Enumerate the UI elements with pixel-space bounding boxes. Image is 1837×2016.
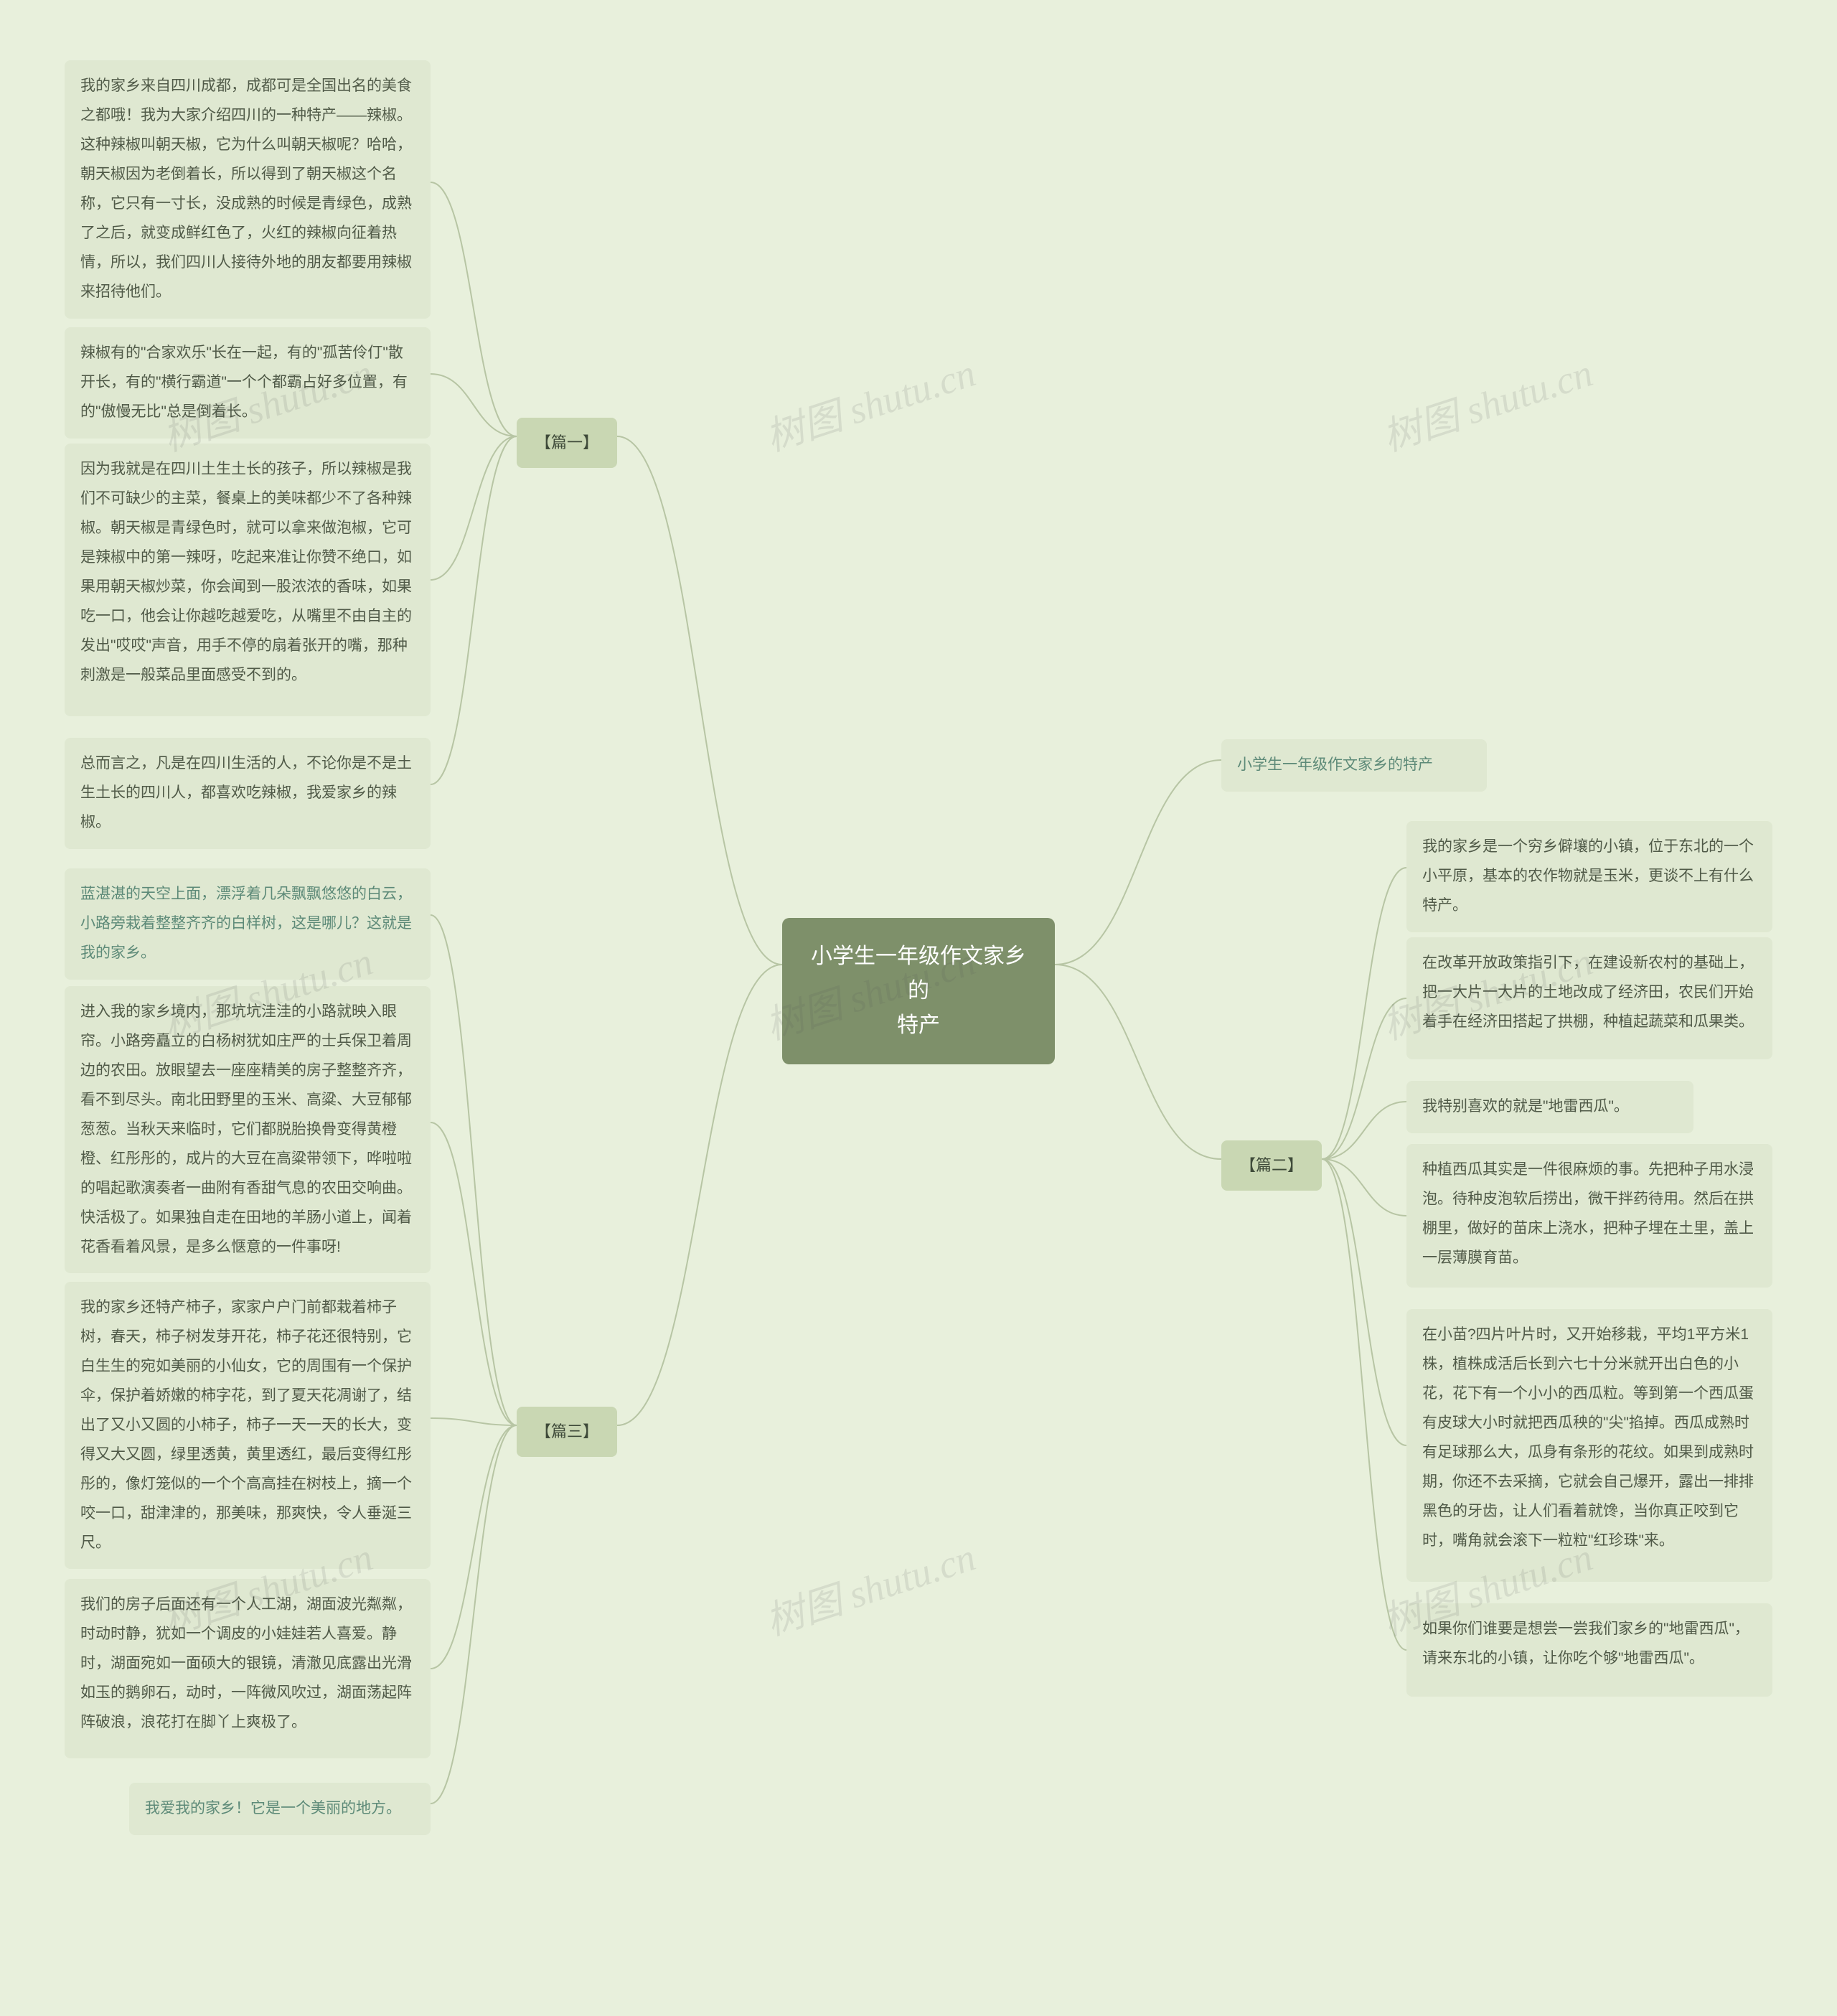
part-3: 【篇三】 (517, 1407, 617, 1457)
watermark: 树图 shutu.cn (757, 341, 982, 462)
right-item-3: 种植西瓜其实是一件很麻烦的事。先把种子用水浸泡。待种皮泡软后捞出，微干拌药待用。… (1406, 1144, 1772, 1288)
right-item-2: 我特别喜欢的就是"地雷西瓜"。 (1406, 1081, 1693, 1133)
center-node: 小学生一年级作文家乡的 特产 (782, 918, 1055, 1064)
right-item-0: 我的家乡是一个穷乡僻壤的小镇，位于东北的一个小平原，基本的农作物就是玉米，更谈不… (1406, 821, 1772, 932)
left1-item-2: 因为我就是在四川土生土长的孩子，所以辣椒是我们不可缺少的主菜，餐桌上的美味都少不… (65, 444, 431, 716)
right-title: 小学生一年级作文家乡的特产 (1221, 739, 1487, 792)
part-2: 【篇二】 (1221, 1140, 1322, 1191)
left3-item-2: 我的家乡还特产柿子，家家户户门前都栽着柿子树，春天，柿子树发芽开花，柿子花还很特… (65, 1282, 431, 1569)
left3-item-1: 进入我的家乡境内，那坑坑洼洼的小路就映入眼帘。小路旁矗立的白杨树犹如庄严的士兵保… (65, 986, 431, 1273)
right-item-4: 在小苗?四片叶片时，又开始移栽，平均1平方米1株，植株成活后长到六七十分米就开出… (1406, 1309, 1772, 1582)
part-1: 【篇一】 (517, 418, 617, 468)
watermark: 树图 shutu.cn (757, 1525, 982, 1646)
watermark: 树图 shutu.cn (1374, 341, 1599, 462)
mindmap-canvas: 小学生一年级作文家乡的 特产 小学生一年级作文家乡的特产【篇二】 我的家乡是一个穷乡… (0, 0, 1837, 2016)
left1-item-1: 辣椒有的"合家欢乐"长在一起，有的"孤苦伶仃"散开长，有的"横行霸道"一个个都霸… (65, 327, 431, 439)
left1-item-3: 总而言之，凡是在四川生活的人，不论你是不是土生土长的四川人，都喜欢吃辣椒，我爱家… (65, 738, 431, 849)
left3-item-3: 我们的房子后面还有一个人工湖，湖面波光粼粼，时动时静，犹如一个调皮的小娃娃若人喜… (65, 1579, 431, 1758)
left1-item-0: 我的家乡来自四川成都，成都可是全国出名的美食之都哦！我为大家介绍四川的一种特产—… (65, 60, 431, 319)
left3-item-0: 蓝湛湛的天空上面，漂浮着几朵飘飘悠悠的白云，小路旁栽着整整齐齐的白样树，这是哪儿… (65, 868, 431, 980)
right-item-5: 如果你们谁要是想尝一尝我们家乡的"地雷西瓜"，请来东北的小镇，让你吃个够"地雷西… (1406, 1603, 1772, 1697)
left3-item-4: 我爱我的家乡！它是一个美丽的地方。 (129, 1783, 431, 1835)
right-item-1: 在改革开放政策指引下，在建设新农村的基础上，把一大片一大片的土地改成了经济田，农… (1406, 937, 1772, 1059)
